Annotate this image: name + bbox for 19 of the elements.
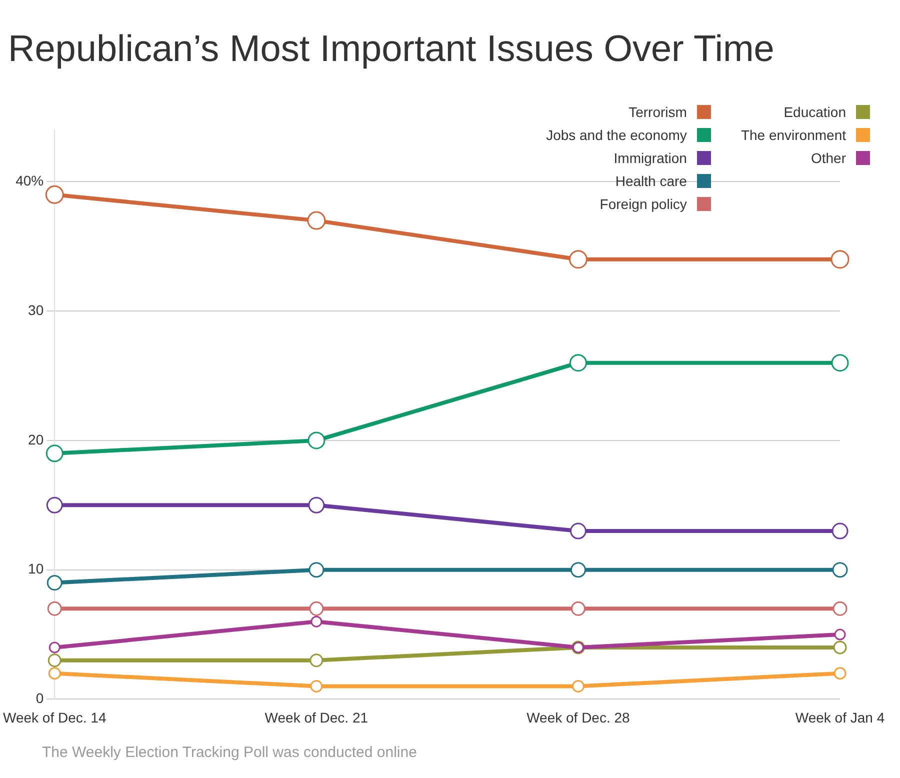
legend-label: Immigration: [614, 150, 687, 166]
legend-label: Health care: [615, 172, 687, 188]
legend-label: Other: [810, 150, 846, 166]
y-tick-label: 10: [28, 560, 44, 577]
text: The Weekly Election Tracking Poll was conducted online: [42, 744, 417, 761]
y-tick-label: 0: [36, 690, 44, 706]
x-tick-label: Week of Dec. 14: [2, 709, 106, 726]
legend-label: The environment: [740, 126, 846, 142]
legend-label: Education: [784, 104, 846, 120]
x-tick-label: Week of Jan 4: [795, 709, 885, 726]
x-tick-label: Week of Dec. 21: [264, 709, 368, 726]
chart-title: Republican’s Most Important Issues Over Time: [8, 28, 774, 70]
y-tick-label: 30: [28, 302, 44, 318]
y-tick-label: 20: [28, 431, 44, 448]
x-tick-label: Week of Dec. 28: [526, 709, 630, 726]
legend-label: Terrorism: [628, 104, 687, 120]
y-tick-label: 40%: [16, 172, 44, 189]
legend-label: Foreign policy: [600, 196, 687, 212]
legend-label: Jobs and the economy: [546, 126, 687, 142]
